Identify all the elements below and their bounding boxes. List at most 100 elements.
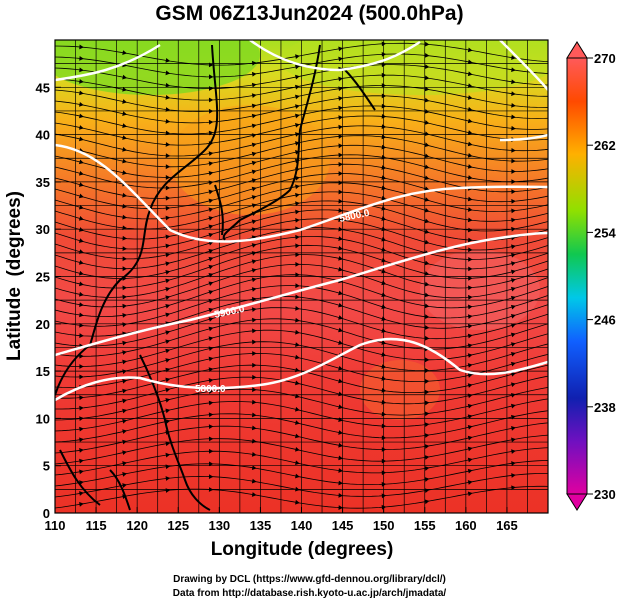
streamline-arrow [78,238,84,243]
streamline-arrow [122,135,127,140]
streamline-arrow [510,286,516,292]
streamline-arrow [424,325,430,330]
colorbar-tick-label: 230 [594,487,616,502]
streamline-arrow [122,418,127,424]
streamline-arrow [511,55,516,60]
streamline [55,447,548,476]
streamline-arrow [424,175,430,181]
streamline-arrow [251,219,257,225]
colorbar-tick-label: 238 [594,400,616,415]
streamline-arrow [165,185,171,191]
streamline-arrow [424,41,430,47]
streamline-arrow [468,275,473,281]
streamline [55,144,548,178]
streamline-arrow [208,336,214,342]
streamline-arrow [208,356,214,362]
streamline-arrow [79,102,84,107]
y-tick-label: 0 [43,506,50,521]
wind-streamlines [55,41,559,510]
streamline-arrow [467,383,473,388]
streamline [55,285,548,327]
streamline-arrow [122,340,127,346]
warm-spot [360,360,440,420]
y-axis-ticks: 0 5 10 15 20 25 30 35 40 45 [36,80,61,521]
streamline-arrow [165,95,171,100]
streamline-arrow [251,425,257,431]
streamline-arrow [122,322,127,327]
streamline-arrow [295,272,300,278]
streamline-arrow [252,387,257,392]
streamline-arrow [510,403,516,409]
streamline-arrow [467,164,473,169]
streamline-arrow [251,307,257,312]
streamline-arrow [554,420,559,425]
streamline-arrow [165,339,171,345]
streamline-arrow [295,175,300,181]
streamline-arrow [122,111,127,116]
streamline-arrow [79,426,84,432]
streamline-arrow [424,281,430,287]
streamline-arrow [510,278,516,283]
coastlines [55,44,376,511]
streamline-arrow [78,204,84,210]
streamline-arrow [165,70,171,76]
streamline-arrow [338,115,343,121]
streamline [55,387,548,421]
streamline-arrow [468,237,473,243]
streamline [55,410,548,443]
streamline-arrow [251,93,257,99]
streamline-arrow [295,234,300,240]
streamline-arrow [208,290,214,295]
streamline-arrow [511,79,516,85]
streamline-arrow [251,492,257,497]
streamline-arrow [78,260,84,265]
streamline-arrow [467,217,473,223]
streamline-arrow [122,266,127,272]
streamline-arrow [467,435,473,441]
streamline-arrow [511,485,516,491]
streamline-arrow [338,124,343,130]
streamline-arrow [338,76,343,82]
streamline-arrow [468,256,473,262]
streamline [55,209,548,250]
cold-region-northeast [280,40,548,95]
x-tick-label: 120 [126,518,148,533]
streamline-arrow [252,362,257,368]
y-tick-label: 35 [36,175,50,190]
streamline [55,105,548,135]
streamline-arrow [295,94,300,100]
streamline-arrow [511,91,516,97]
streamline-arrow [79,44,84,50]
streamline-arrow [79,55,84,61]
x-tick-label: 150 [373,518,395,533]
streamline-arrow [122,74,127,80]
streamline [55,236,548,279]
streamline-arrow [554,361,559,366]
streamline-arrow [554,136,559,141]
streamline-arrow [251,142,257,148]
streamline-arrow [424,292,430,298]
cold-region-northwest [55,40,260,95]
streamline-arrow [122,192,127,198]
streamline-arrow [165,175,171,180]
streamline [55,135,548,168]
x-tick-label: 160 [455,518,477,533]
streamline-arrow [165,312,171,318]
streamline-arrow [554,192,559,197]
streamline-arrow [555,458,559,463]
colorbar-tick-label: 270 [594,51,616,66]
streamline-arrow [294,122,300,128]
streamline-arrow [208,207,214,213]
streamline-arrow [165,195,171,201]
streamline-arrow [338,208,343,213]
streamline-arrow [208,232,214,238]
streamline-arrow [208,97,214,103]
streamline-arrow [165,278,171,284]
streamline-arrow [467,130,473,135]
streamline-arrow [165,118,171,124]
streamline-arrow [468,294,473,300]
streamline-arrow [338,302,343,308]
streamline-arrow [424,75,430,81]
streamline-arrow [467,363,473,368]
